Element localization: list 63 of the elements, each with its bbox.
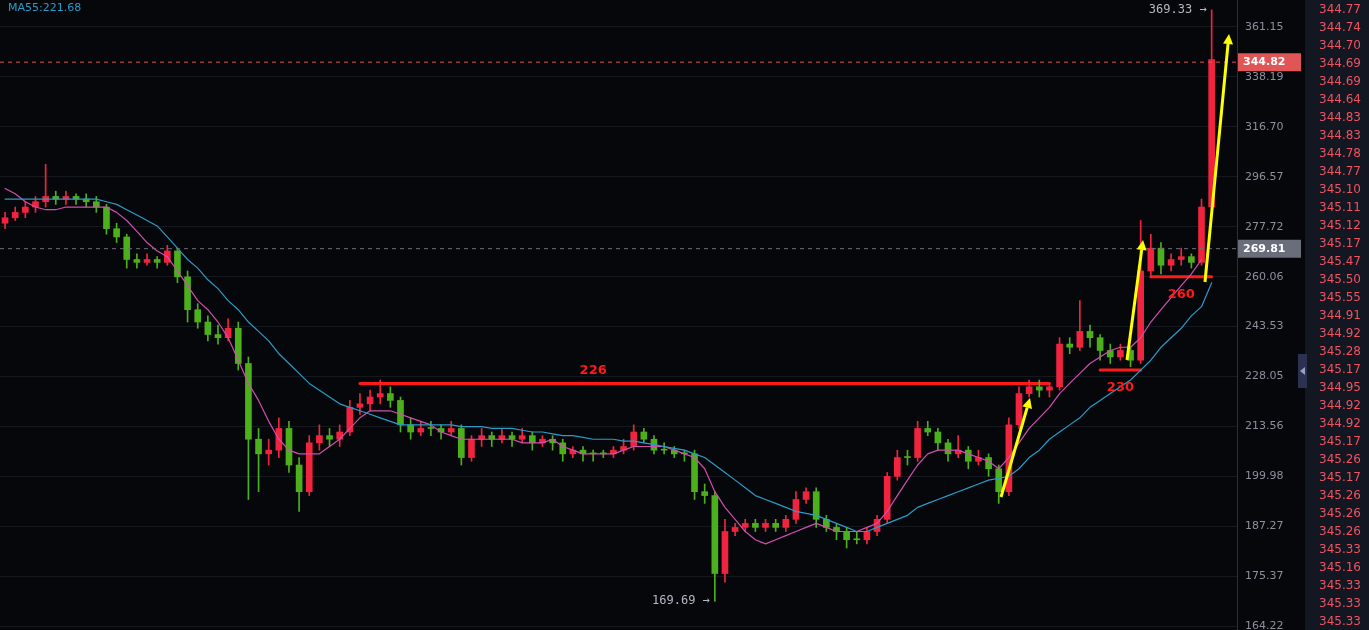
candlestick xyxy=(214,324,222,345)
text: 344.70 xyxy=(1318,37,1362,54)
y-tick-label: 199.98 xyxy=(1245,469,1284,483)
y-tick-label: 187.27 xyxy=(1245,519,1284,533)
text: 345.17 xyxy=(1318,361,1362,378)
ref-line-label: 344.82 xyxy=(1243,55,1286,69)
text: 344.78 xyxy=(1318,145,1362,162)
text: 344.77 xyxy=(1318,1,1362,18)
data-label: 226 xyxy=(579,362,607,378)
y-tick-label: 243.53 xyxy=(1245,319,1284,333)
y-tick-label: 213.56 xyxy=(1245,419,1284,433)
text: 345.26 xyxy=(1318,487,1362,504)
text: 344.92 xyxy=(1318,415,1362,432)
candlestick xyxy=(376,379,384,405)
y-tick-label: 175.37 xyxy=(1245,569,1284,583)
text: 345.50 xyxy=(1318,271,1362,288)
annotation: 369.33 → xyxy=(1148,2,1207,17)
text: 344.92 xyxy=(1318,325,1362,342)
y-tick-label: 338.19 xyxy=(1245,69,1284,83)
text: 345.33 xyxy=(1318,541,1362,558)
y-tick-label: 228.05 xyxy=(1245,369,1284,383)
candlestick xyxy=(1177,247,1185,266)
y-tick-label: 296.57 xyxy=(1245,169,1284,183)
text: 344.95 xyxy=(1318,379,1362,396)
candlestick xyxy=(143,253,151,266)
text: 344.83 xyxy=(1318,127,1362,144)
text: 345.16 xyxy=(1318,559,1362,576)
text: 345.26 xyxy=(1318,451,1362,468)
y-tick-label: 260.06 xyxy=(1245,269,1284,283)
candlestick xyxy=(1035,379,1043,398)
text: 344.83 xyxy=(1318,109,1362,126)
text: 345.55 xyxy=(1318,289,1362,306)
text: 345.17 xyxy=(1318,235,1362,252)
text: 345.17 xyxy=(1318,469,1362,486)
ref-line-label: 269.81 xyxy=(1243,241,1286,255)
candlestick xyxy=(1066,337,1074,355)
candlestick xyxy=(701,483,709,504)
y-tick-label: 316.70 xyxy=(1245,119,1284,133)
text: 345.28 xyxy=(1318,343,1362,360)
text: 345.26 xyxy=(1318,523,1362,540)
text: 344.69 xyxy=(1318,73,1362,90)
text: 345.33 xyxy=(1318,595,1362,612)
annotation: 169.69 → xyxy=(652,593,710,608)
text: 344.74 xyxy=(1318,19,1362,36)
y-tick-label: 164.22 xyxy=(1245,619,1284,630)
text: 345.47 xyxy=(1318,253,1362,270)
text: 345.11 xyxy=(1318,199,1362,216)
candlestick xyxy=(853,531,861,545)
text: 344.91 xyxy=(1318,307,1362,324)
text: 345.33 xyxy=(1318,577,1362,594)
text: 345.17 xyxy=(1318,433,1362,450)
text: 344.69 xyxy=(1318,55,1362,72)
y-tick-label: 277.72 xyxy=(1245,219,1284,233)
text: 345.10 xyxy=(1318,181,1362,198)
text: 344.77 xyxy=(1318,163,1362,180)
text: 344.92 xyxy=(1318,397,1362,414)
y-tick-label: 361.15 xyxy=(1245,19,1284,33)
text: MA55:221.68 xyxy=(8,0,82,14)
text: 345.26 xyxy=(1318,505,1362,522)
candlestick xyxy=(265,438,273,466)
text: 345.33 xyxy=(1318,613,1362,630)
text: 344.64 xyxy=(1318,91,1362,108)
text: 345.12 xyxy=(1318,217,1362,234)
